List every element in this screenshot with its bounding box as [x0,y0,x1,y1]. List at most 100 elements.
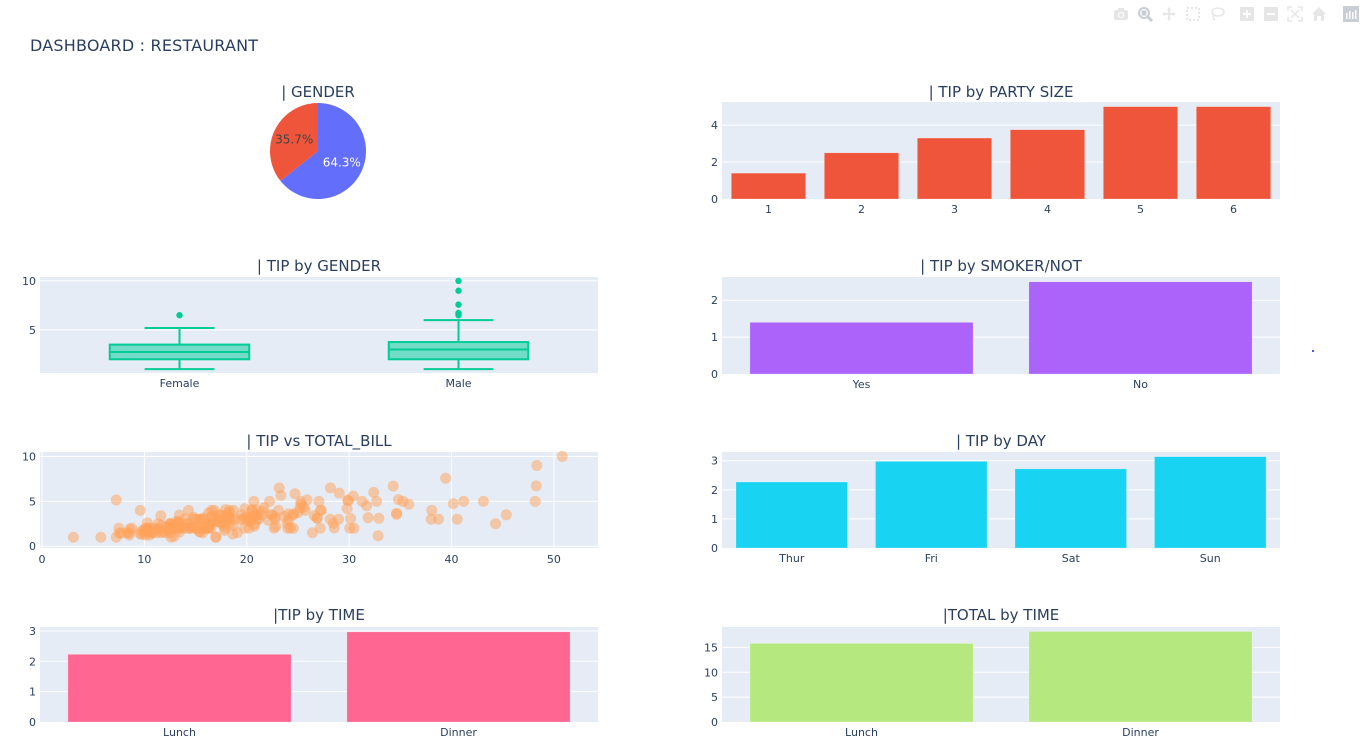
scatter-point [387,480,399,492]
y-tick-label: 0 [711,368,718,381]
x-tick-label: No [1133,378,1148,391]
y-tick-label: 5 [711,691,718,704]
x-tick-label: 2 [858,203,865,216]
scatter-point [373,512,385,524]
y-tick-label: 10 [22,450,36,463]
x-tick-label: 6 [1230,203,1237,216]
scatter-point [324,482,336,494]
party-size-plot[interactable]: 0 2 4 1 2 3 4 5 6 [711,102,1280,216]
scatter-point [451,513,463,525]
party-size-title: | TIP by PARTY SIZE [929,83,1074,101]
gender-pie-title: | GENDER [281,83,355,101]
x-tick-label: Fri [925,552,938,565]
y-tick-label: 15 [704,641,718,654]
zoom-icon[interactable] [1136,5,1154,23]
scatter-point [371,495,383,507]
scatter-point [333,487,345,499]
plot-background [722,102,1280,199]
pie-label: 35.7% [275,133,313,147]
x-tick-label: Thur [778,552,805,565]
modebar [1112,5,1360,23]
tip-gender-title: | TIP by GENDER [257,257,381,275]
scatter-point [289,488,301,500]
plotly-logo-icon[interactable] [1342,5,1360,23]
scatter-point [134,504,146,516]
pan-icon[interactable] [1160,5,1178,23]
scatter-point [333,513,345,525]
total-time-plot[interactable]: 0 5 10 15 Lunch Dinner [704,627,1280,739]
home-icon[interactable] [1310,5,1328,23]
zoom-out-icon[interactable] [1262,5,1280,23]
scatter-point [372,530,384,542]
y-tick-label: 1 [711,331,718,344]
x-tick-label: Sat [1062,552,1081,565]
y-tick-label: 0 [711,716,718,729]
scatter-point [391,507,403,519]
x-tick-label: 3 [951,203,958,216]
x-tick-label: 4 [1044,203,1051,216]
x-tick-label: 50 [547,553,561,566]
y-tick-label: 3 [29,625,36,638]
bar-no [1028,281,1253,375]
smoker-title: | TIP by SMOKER/NOT [920,257,1082,275]
day-title: | TIP by DAY [956,432,1047,450]
y-tick-label: 2 [711,484,718,497]
scatter-point [477,495,489,507]
scatter-point [155,510,167,522]
pie-label: 64.3% [323,155,361,169]
scatter-point [490,518,502,530]
y-tick-label: 0 [29,716,36,729]
bar-lunch [67,654,292,723]
box-male [387,277,530,371]
day-plot[interactable]: 0 1 2 3 Thur Fri Sat Sun [711,452,1280,565]
scatter-point [529,495,541,507]
scatter-point [368,486,380,498]
smoker-plot[interactable]: 0 1 2 Yes No [711,277,1280,391]
camera-icon[interactable] [1112,5,1130,23]
y-tick-label: 1 [29,686,36,699]
box-select-icon[interactable] [1184,5,1202,23]
scatter-point [313,495,325,507]
scatter-point [556,450,568,462]
x-tick-label: Lunch [845,726,878,739]
x-tick-label: 5 [1137,203,1144,216]
pie-slice-female [270,103,318,181]
scatter-title: | TIP vs TOTAL_BILL [246,432,392,451]
scatter-point [110,494,122,506]
scatter-point [347,490,359,502]
y-tick-label: 0 [29,540,36,553]
bar-1 [731,172,806,200]
scatter-point [362,512,374,524]
outlier-point [176,312,183,319]
x-tick-label: Dinner [1122,726,1159,739]
scatter-point [248,495,260,507]
zoom-in-icon[interactable] [1238,5,1256,23]
y-tick-label: 5 [29,324,36,337]
scatter-point [531,459,543,471]
scatter-point [361,500,373,512]
y-tick-label: 1 [711,513,718,526]
autoscale-icon[interactable] [1286,5,1304,23]
scatter-point [345,512,357,524]
x-tick-label: 20 [240,553,254,566]
y-tick-label: 2 [711,294,718,307]
x-tick-label: Lunch [163,726,196,739]
box-female [108,312,251,371]
bar-yes [749,322,974,375]
tip-time-plot[interactable]: 0 1 2 3 Lunch Dinner [29,625,598,739]
tip-gender-plot[interactable]: 5 10 Female Male [22,275,598,390]
scatter-point [275,490,287,502]
outlier-point [455,287,462,294]
scatter-point [433,513,445,525]
scatter-point [426,504,438,516]
pie-slice-male [280,103,367,200]
x-tick-label: Dinner [440,726,477,739]
stray-dot [1312,350,1314,352]
gender-pie[interactable]: 64.3% 35.7% [270,103,367,200]
scatter-point [270,521,282,533]
lasso-select-icon[interactable] [1208,5,1226,23]
scatter-plot[interactable]: 0 10 20 30 40 50 0 5 10 [22,450,598,566]
scatter-point [205,522,217,534]
bar-fri [875,461,988,549]
